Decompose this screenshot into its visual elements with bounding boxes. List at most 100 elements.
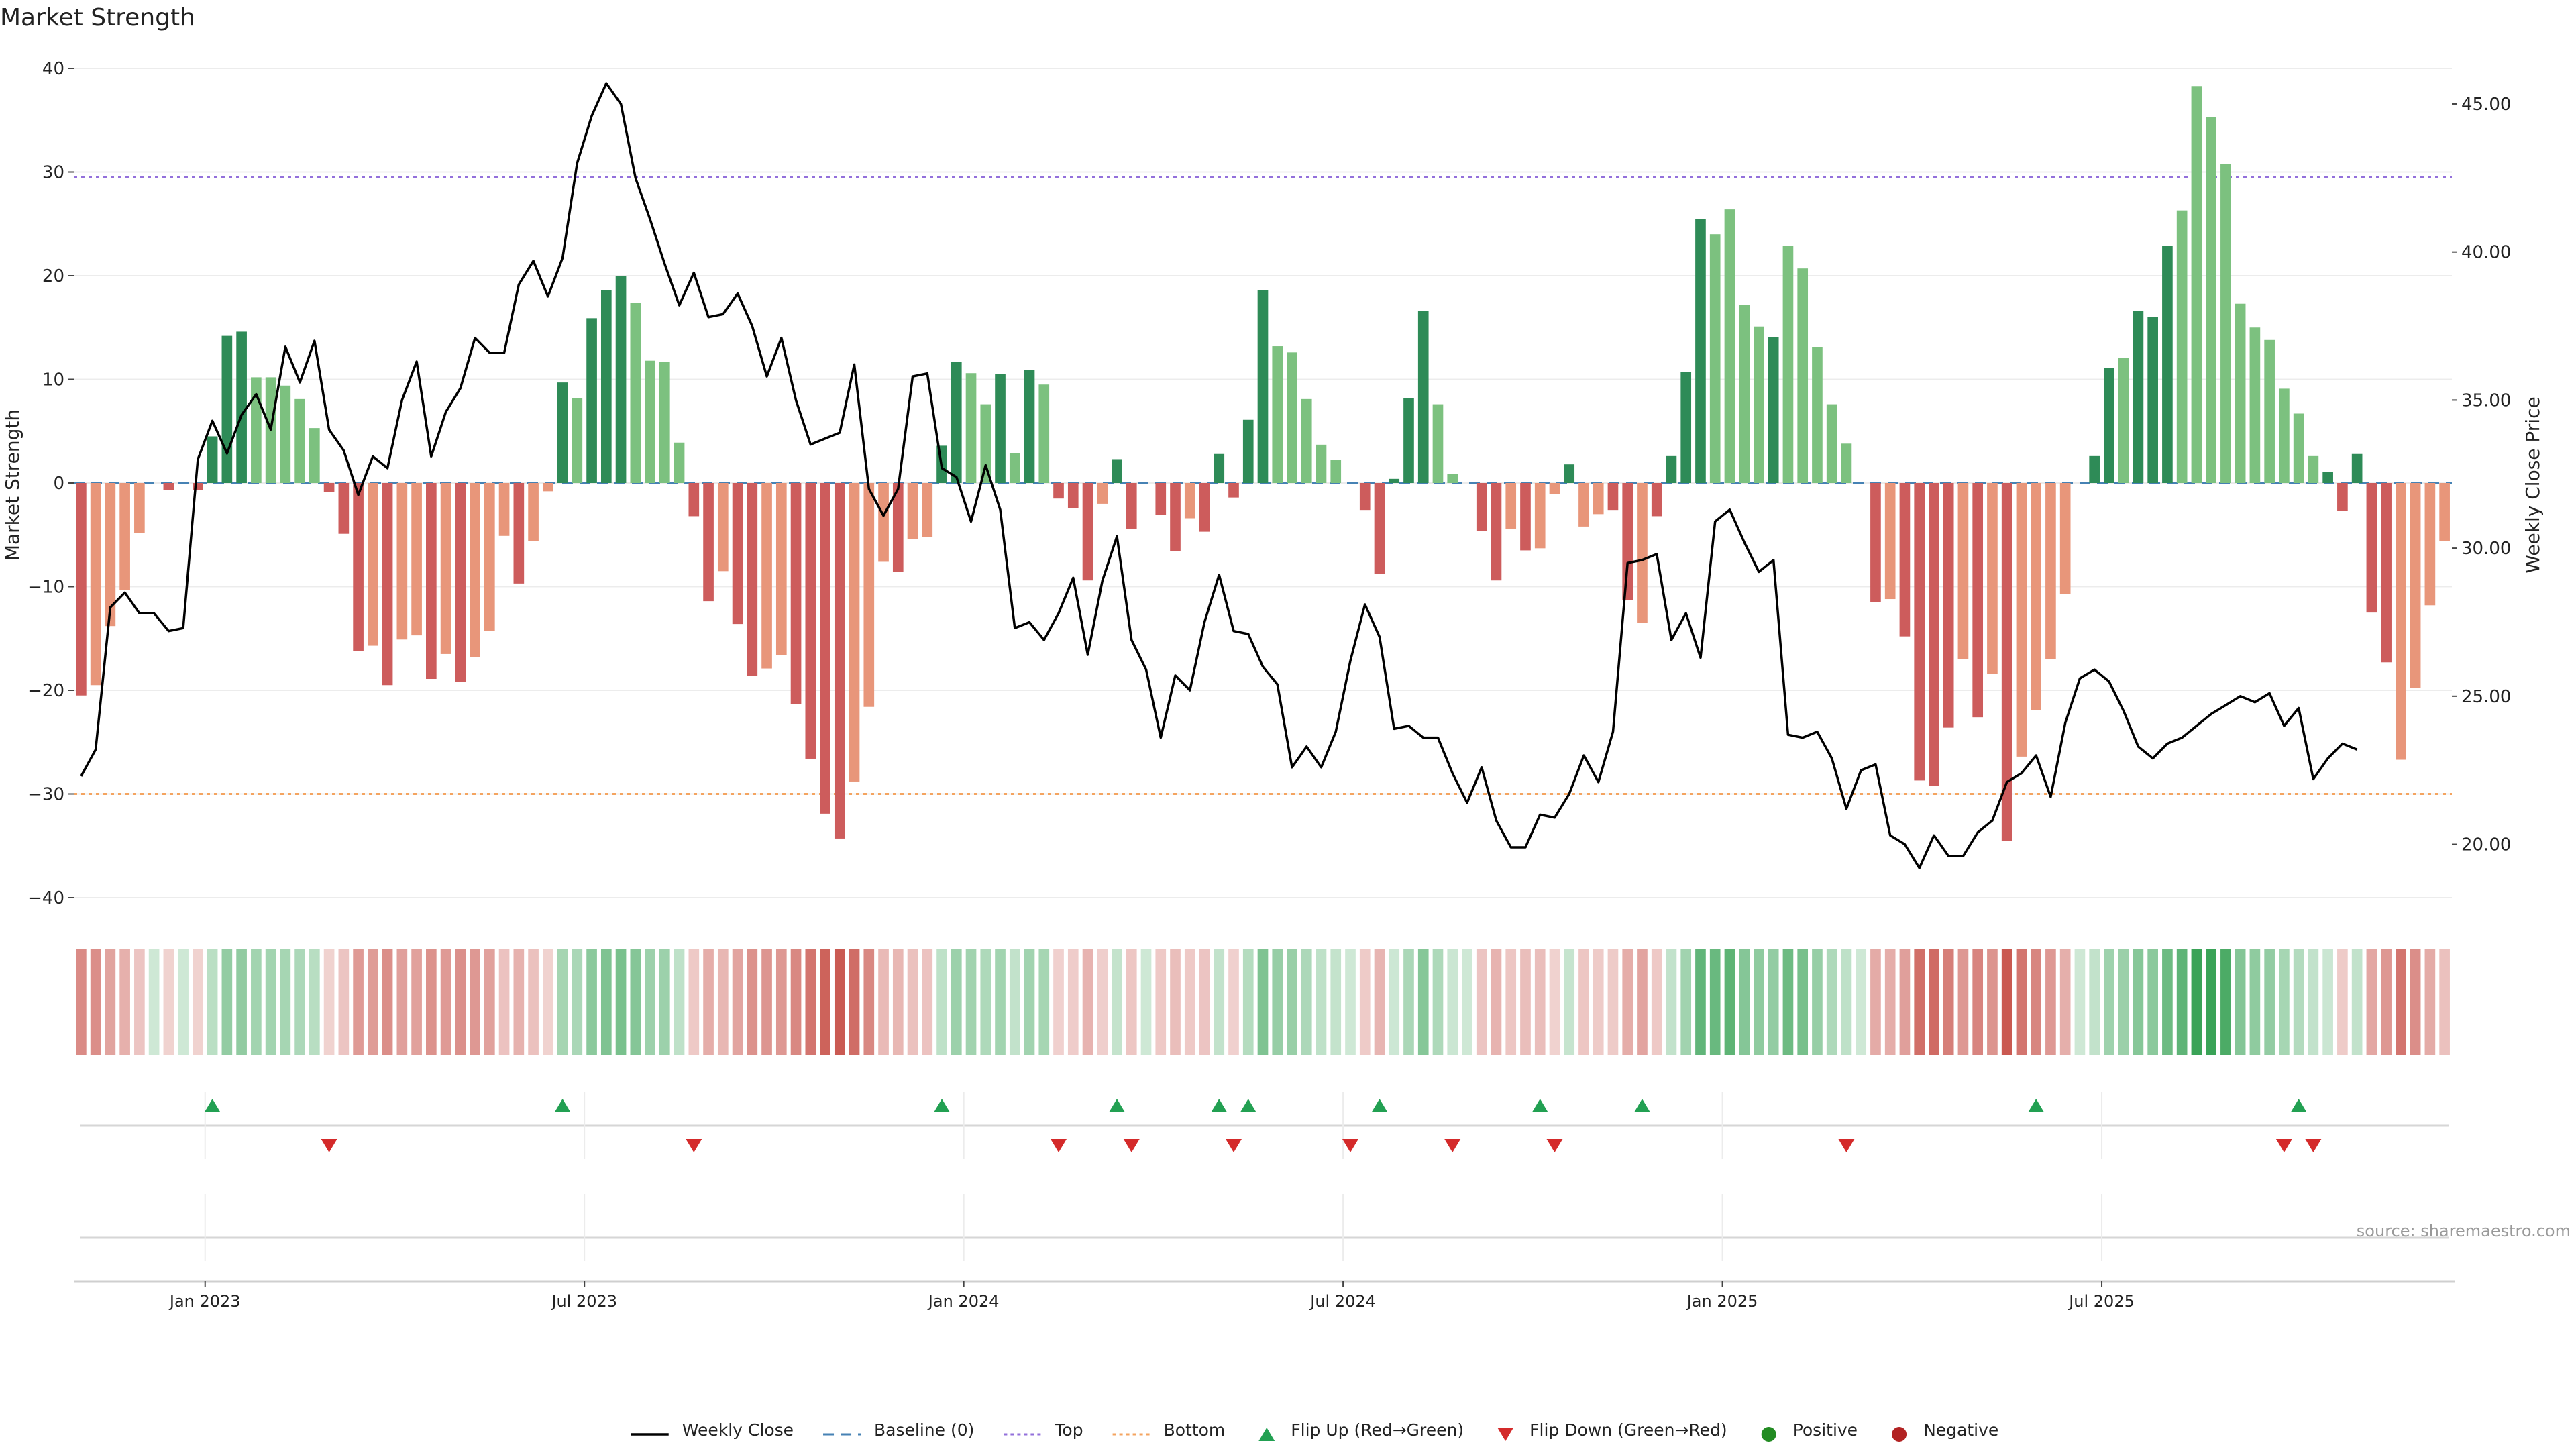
strength-bar bbox=[645, 360, 655, 483]
heat-cell bbox=[2074, 949, 2086, 1055]
y-ticks-right: 45.00 40.00 35.00 30.00 25.00 20.00 bbox=[2452, 95, 2511, 855]
heat-cell bbox=[1607, 949, 1619, 1055]
heat-cell bbox=[1841, 949, 1852, 1055]
strength-bar bbox=[221, 335, 233, 483]
flip-down-marker bbox=[2305, 1139, 2322, 1152]
flip-up-marker bbox=[934, 1099, 951, 1112]
heat-cell bbox=[1228, 949, 1239, 1055]
y-tick-label-right: 35.00 bbox=[2461, 390, 2511, 411]
strength-bar bbox=[90, 483, 101, 686]
strength-bar bbox=[820, 483, 830, 814]
strength-bar bbox=[1957, 483, 1969, 659]
heat-cell bbox=[1987, 949, 1998, 1055]
legend-negative-icon bbox=[1892, 1427, 1907, 1442]
x-tick-label: Jul 2023 bbox=[550, 1292, 617, 1311]
heat-cell bbox=[2104, 949, 2114, 1055]
heat-cell bbox=[470, 949, 480, 1055]
heat-cell bbox=[2293, 949, 2304, 1055]
strength-bar bbox=[2439, 483, 2450, 541]
heat-cell bbox=[1403, 949, 1414, 1055]
heat-cell bbox=[1754, 949, 1764, 1055]
y-tick-label: 40 bbox=[42, 59, 64, 79]
strength-bar bbox=[76, 483, 87, 696]
strength-bar bbox=[2162, 246, 2173, 483]
heat-cell bbox=[1666, 949, 1677, 1055]
legend-label: Top bbox=[1054, 1420, 1083, 1440]
flip-up-marker bbox=[204, 1099, 221, 1112]
heat-cell bbox=[1826, 949, 1837, 1055]
strength-bar bbox=[1929, 483, 1939, 786]
y-tick-label-right: 20.00 bbox=[2461, 835, 2511, 855]
heat-cell bbox=[1140, 949, 1152, 1055]
strength-bar bbox=[2147, 317, 2158, 483]
heat-cell bbox=[178, 949, 189, 1055]
heat-cell bbox=[338, 949, 350, 1055]
flip-down-marker bbox=[1342, 1139, 1358, 1152]
heat-cell bbox=[542, 949, 553, 1055]
heat-cell bbox=[1593, 949, 1604, 1055]
strength-bar bbox=[659, 362, 670, 483]
strength-bar bbox=[2001, 483, 2012, 841]
heat-cell bbox=[1943, 949, 1954, 1055]
heat-cell bbox=[76, 949, 87, 1055]
heat-cell bbox=[2381, 949, 2392, 1055]
chart-title: Market Strength bbox=[0, 4, 195, 32]
strength-bar bbox=[1009, 453, 1020, 483]
strength-bar bbox=[1607, 483, 1619, 511]
heat-cell bbox=[1709, 949, 1721, 1055]
strength-bar bbox=[1709, 234, 1721, 483]
strength-bar bbox=[775, 483, 787, 655]
flip-down-marker bbox=[1051, 1139, 1067, 1152]
heat-cell bbox=[280, 949, 291, 1055]
strength-bar bbox=[1330, 460, 1342, 483]
heat-cell bbox=[455, 949, 466, 1055]
strength-bar bbox=[572, 398, 583, 483]
heat-cell bbox=[148, 949, 160, 1055]
strength-bar bbox=[717, 483, 729, 572]
strength-bar bbox=[600, 290, 612, 483]
heat-cell bbox=[615, 949, 627, 1055]
strength-bar bbox=[1593, 483, 1604, 515]
heat-cell bbox=[1082, 949, 1093, 1055]
strength-bar bbox=[1374, 483, 1385, 574]
strength-bar bbox=[1389, 478, 1400, 483]
strength-bar bbox=[1870, 483, 1881, 602]
heat-cell bbox=[1534, 949, 1546, 1055]
heat-cell bbox=[1680, 949, 1692, 1055]
strength-bar bbox=[1126, 483, 1137, 529]
heat-cell bbox=[1972, 949, 1984, 1055]
heat-cell bbox=[834, 949, 845, 1055]
heat-cell bbox=[805, 949, 816, 1055]
heat-cell bbox=[1447, 949, 1458, 1055]
heat-cell bbox=[1242, 949, 1254, 1055]
heat-cell bbox=[1024, 949, 1035, 1055]
heat-cell bbox=[572, 949, 583, 1055]
strength-bar bbox=[1826, 404, 1837, 483]
strength-bar bbox=[1520, 483, 1531, 551]
heat-cell bbox=[1782, 949, 1794, 1055]
heat-cell bbox=[1097, 949, 1108, 1055]
strength-bar bbox=[382, 483, 393, 686]
strength-bar bbox=[1038, 384, 1050, 483]
heat-cell bbox=[2424, 949, 2436, 1055]
heat-cell bbox=[1432, 949, 1444, 1055]
source-note: source: sharemaestro.com bbox=[2357, 1222, 2571, 1240]
heat-cell bbox=[936, 949, 947, 1055]
weekly-close-path bbox=[80, 82, 2358, 869]
heat-cell bbox=[2220, 949, 2231, 1055]
heat-cell bbox=[1870, 949, 1881, 1055]
heat-cell bbox=[1739, 949, 1750, 1055]
x-tick-label: Jul 2025 bbox=[2068, 1292, 2135, 1311]
heat-cell bbox=[2016, 949, 2027, 1055]
strength-bar bbox=[703, 483, 714, 602]
strength-bar bbox=[119, 483, 130, 590]
legend-label: Bottom bbox=[1164, 1420, 1226, 1440]
strength-bar bbox=[1622, 483, 1633, 600]
strength-bar bbox=[309, 428, 320, 483]
strength-bar bbox=[1768, 337, 1779, 483]
heat-cell bbox=[1301, 949, 1312, 1055]
heat-cell bbox=[2206, 949, 2216, 1055]
strength-bar bbox=[2424, 483, 2436, 606]
legend-label: Flip Up (Red→Green) bbox=[1291, 1420, 1464, 1440]
strength-bar bbox=[1082, 483, 1093, 581]
